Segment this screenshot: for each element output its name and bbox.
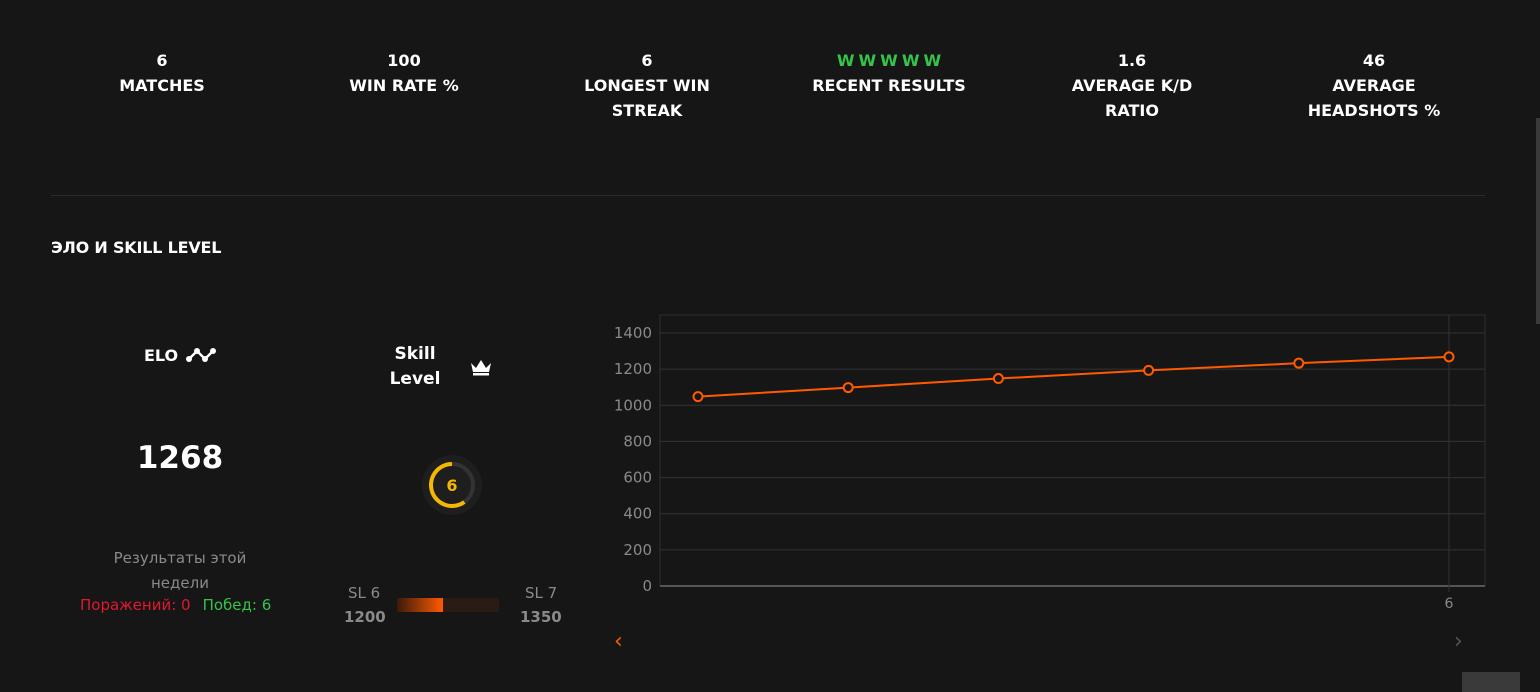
- y-tick-label: 1000: [614, 396, 652, 414]
- data-point: [842, 382, 854, 394]
- elo-series-line: [697, 355, 1450, 398]
- chart-next-arrow[interactable]: ›: [1454, 629, 1463, 654]
- scroll-corner-button[interactable]: [1462, 672, 1520, 692]
- stat-value: 46: [1362, 51, 1386, 70]
- skill-level-gauge: 6: [421, 454, 483, 520]
- skill-level-title: Skill Level: [389, 344, 441, 389]
- wins-count: Побед: 6: [202, 596, 272, 614]
- chart-frame: [659, 314, 1486, 587]
- data-point: [992, 373, 1004, 385]
- current-level-elo: 1200: [344, 608, 386, 626]
- stat-headshots: 46 AVERAGE HEADSHOTS %: [1274, 48, 1474, 123]
- losses-count: Поражений: 0: [80, 596, 191, 614]
- elo-title: ELO: [144, 346, 179, 365]
- result-item: W: [836, 51, 855, 70]
- divider: [51, 195, 1485, 196]
- stat-label: LONGEST WIN STREAK: [584, 76, 710, 120]
- stat-label: MATCHES: [119, 76, 205, 95]
- y-tick-label: 600: [623, 469, 652, 487]
- result-item: W: [858, 51, 877, 70]
- y-tick-label: 0: [642, 577, 652, 595]
- stat-value: 6: [156, 51, 168, 70]
- stat-label: AVERAGE HEADSHOTS %: [1307, 76, 1441, 120]
- stat-label: WIN RATE %: [349, 76, 459, 95]
- result-item: W: [901, 51, 920, 70]
- level-progress-bar: [397, 598, 499, 612]
- section-title: ЭЛО И SKILL LEVEL: [51, 238, 222, 257]
- result-item: W: [880, 51, 898, 70]
- skill-level-number: 6: [446, 476, 457, 495]
- week-results-title: Результаты этой недели: [113, 549, 247, 592]
- stat-kd-ratio: 1.6 AVERAGE K/D RATIO: [1032, 48, 1232, 123]
- chart-prev-arrow[interactable]: ‹: [614, 629, 623, 654]
- next-level-elo: 1350: [520, 608, 562, 626]
- stat-longest-streak: 6 LONGEST WIN STREAK: [547, 48, 747, 123]
- stats-row: 6 MATCHES 100 WIN RATE % 6 LONGEST WIN S…: [40, 48, 1500, 128]
- y-tick-label: 800: [623, 432, 652, 450]
- crown-icon: [470, 358, 492, 380]
- data-point: [1293, 357, 1305, 369]
- stat-value: 6: [641, 51, 653, 70]
- stat-win-rate: 100 WIN RATE %: [304, 48, 504, 98]
- y-tick-label: 1200: [614, 360, 652, 378]
- stat-label: RECENT RESULTS: [812, 76, 966, 95]
- data-point: [1143, 364, 1155, 376]
- x-tick-label: 6: [1445, 596, 1454, 612]
- stat-matches: 6 MATCHES: [62, 48, 262, 98]
- elo-trend-icon: [186, 346, 218, 368]
- stat-label: AVERAGE K/D RATIO: [1071, 76, 1193, 120]
- y-tick-label: 400: [623, 505, 652, 523]
- result-item: W: [923, 51, 942, 70]
- data-point: [1443, 351, 1455, 363]
- level-progress-fill: [397, 598, 443, 612]
- elo-chart: 0 200 400 600 800 1000 1200 1400 6: [600, 310, 1500, 624]
- stat-value: 1.6: [1117, 51, 1147, 70]
- current-level-label: SL 6: [348, 584, 381, 602]
- stat-value: 100: [387, 51, 421, 70]
- y-tick-label: 1400: [614, 324, 652, 342]
- data-point: [692, 391, 704, 403]
- elo-value: 1268: [136, 440, 224, 476]
- scrollbar[interactable]: [1536, 118, 1540, 324]
- y-tick-label: 200: [623, 541, 652, 559]
- week-results: Поражений: 0 Побед: 6: [80, 596, 300, 614]
- next-level-label: SL 7: [525, 584, 558, 602]
